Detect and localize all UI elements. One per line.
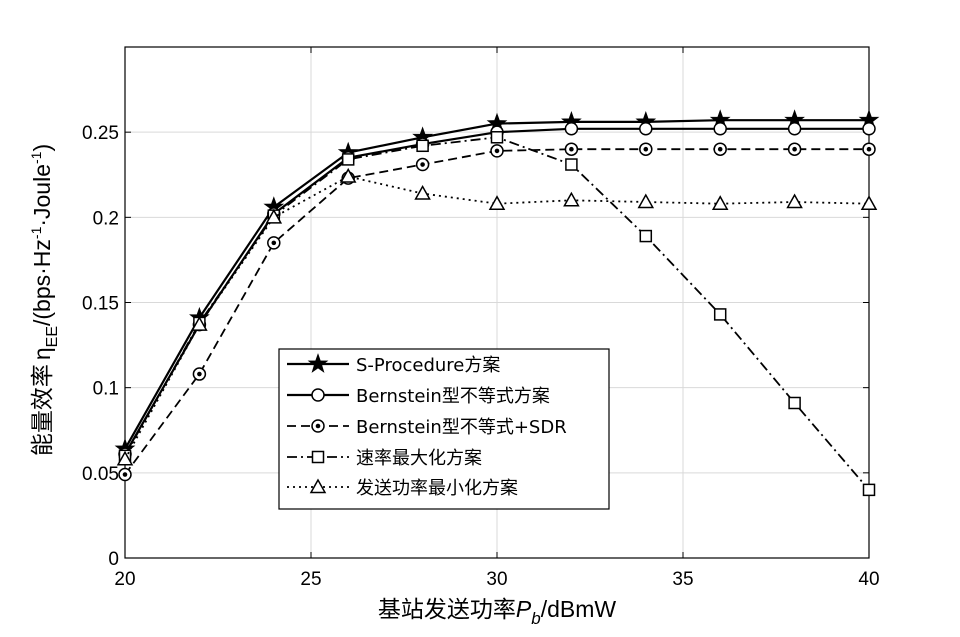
square-marker xyxy=(341,153,355,166)
square-marker xyxy=(862,483,876,497)
y-axis-label-symbol: η xyxy=(29,347,55,360)
legend-entry: 发送功率最小化方案 xyxy=(287,478,518,499)
square-marker xyxy=(416,139,429,153)
circle-marker-dot xyxy=(271,240,277,246)
y-axis-label-unit-mid: ·Joule xyxy=(29,164,55,227)
circle-marker-dot xyxy=(643,146,649,152)
circle-marker xyxy=(862,122,876,136)
circle-marker xyxy=(639,122,653,136)
circle-marker-dot xyxy=(420,162,425,167)
x-axis-ticks: 20 25 30 35 40 xyxy=(114,47,880,590)
y-tick-label: 0.05 xyxy=(82,464,119,485)
y-axis-label-exponent-2: -1 xyxy=(28,151,44,164)
triangle-marker xyxy=(265,208,283,224)
triangle-marker xyxy=(860,195,878,210)
y-tick-label: 0.25 xyxy=(82,123,119,144)
y-axis-label-unit: /(bps·Hz xyxy=(29,239,55,326)
x-tick-label: 35 xyxy=(672,569,693,590)
square-marker xyxy=(639,229,653,243)
circle-marker xyxy=(311,388,325,402)
legend-label: S-Procedure方案 xyxy=(356,355,500,376)
y-tick-label: 0.2 xyxy=(93,208,119,229)
circle-marker-dot xyxy=(792,146,797,152)
triangle-marker xyxy=(711,195,729,210)
y-axis-label-exponent-1: -1 xyxy=(28,226,44,239)
circle-marker-dot xyxy=(866,146,872,152)
y-tick-label: 0 xyxy=(108,549,119,570)
square-marker xyxy=(788,396,801,410)
triangle-marker xyxy=(191,316,208,331)
series-5 xyxy=(116,167,878,466)
triangle-marker xyxy=(339,167,357,183)
y-tick-label: 0.1 xyxy=(93,379,119,400)
triangle-marker xyxy=(309,478,327,494)
x-axis-label-text: 基站发送功率 xyxy=(378,597,516,623)
legend-entry: Bernstein型不等式方案 xyxy=(287,386,550,407)
x-axis-label-symbol: P xyxy=(516,596,532,622)
x-tick-label: 25 xyxy=(300,569,321,590)
x-axis-label: 基站发送功率Pb/dBmW xyxy=(378,596,616,628)
y-axis-label: 能量效率ηEE/(bps·Hz-1·Joule-1) xyxy=(28,144,61,456)
legend-label: 发送功率最小化方案 xyxy=(356,478,518,499)
circle-marker-dot xyxy=(122,472,128,477)
y-axis-label-unit-end: ) xyxy=(29,144,55,152)
circle-marker-dot xyxy=(569,146,574,152)
circle-marker xyxy=(713,122,727,136)
legend-label: Bernstein型不等式+SDR xyxy=(356,417,567,438)
y-axis-label-text: 能量效率 xyxy=(30,364,56,456)
legend-label: Bernstein型不等式方案 xyxy=(356,386,550,407)
circle-marker xyxy=(787,122,802,136)
circle-marker-dot xyxy=(197,371,202,377)
star-marker xyxy=(307,353,329,373)
circle-marker-dot xyxy=(494,148,500,154)
triangle-marker xyxy=(786,193,803,209)
y-axis-label-subscript: EE xyxy=(44,326,61,347)
circle-marker-dot xyxy=(315,423,321,429)
legend-entry: S-Procedure方案 xyxy=(287,353,500,376)
x-tick-label: 30 xyxy=(486,569,507,590)
series-line xyxy=(124,175,870,460)
triangle-marker xyxy=(414,184,431,200)
x-axis-label-subscript: b xyxy=(531,609,540,628)
legend-entry: 速率最大化方案 xyxy=(287,448,482,469)
square-marker xyxy=(713,308,727,321)
triangle-marker xyxy=(488,195,506,210)
circle-marker-dot xyxy=(717,146,723,152)
square-marker xyxy=(490,131,504,144)
circle-marker xyxy=(564,122,579,136)
y-tick-label: 0.15 xyxy=(82,294,119,315)
legend-entry: Bernstein型不等式+SDR xyxy=(287,417,567,438)
x-tick-label: 40 xyxy=(858,569,879,590)
triangle-marker xyxy=(116,450,134,466)
x-tick-label: 20 xyxy=(114,569,135,590)
triangle-marker xyxy=(637,193,655,209)
legend: S-Procedure方案 Bernstein型不等式方案 Bernstein型不等… xyxy=(278,348,610,510)
x-axis-label-unit: /dBmW xyxy=(541,596,617,622)
series-layer xyxy=(114,109,880,497)
triangle-marker xyxy=(563,191,580,207)
legend-label: 速率最大化方案 xyxy=(356,448,482,469)
square-marker xyxy=(565,158,578,171)
y-axis-ticks: 0 0.05 0.1 0.15 0.2 0.25 xyxy=(82,123,869,570)
legend-box xyxy=(278,348,610,510)
square-marker xyxy=(311,450,325,464)
